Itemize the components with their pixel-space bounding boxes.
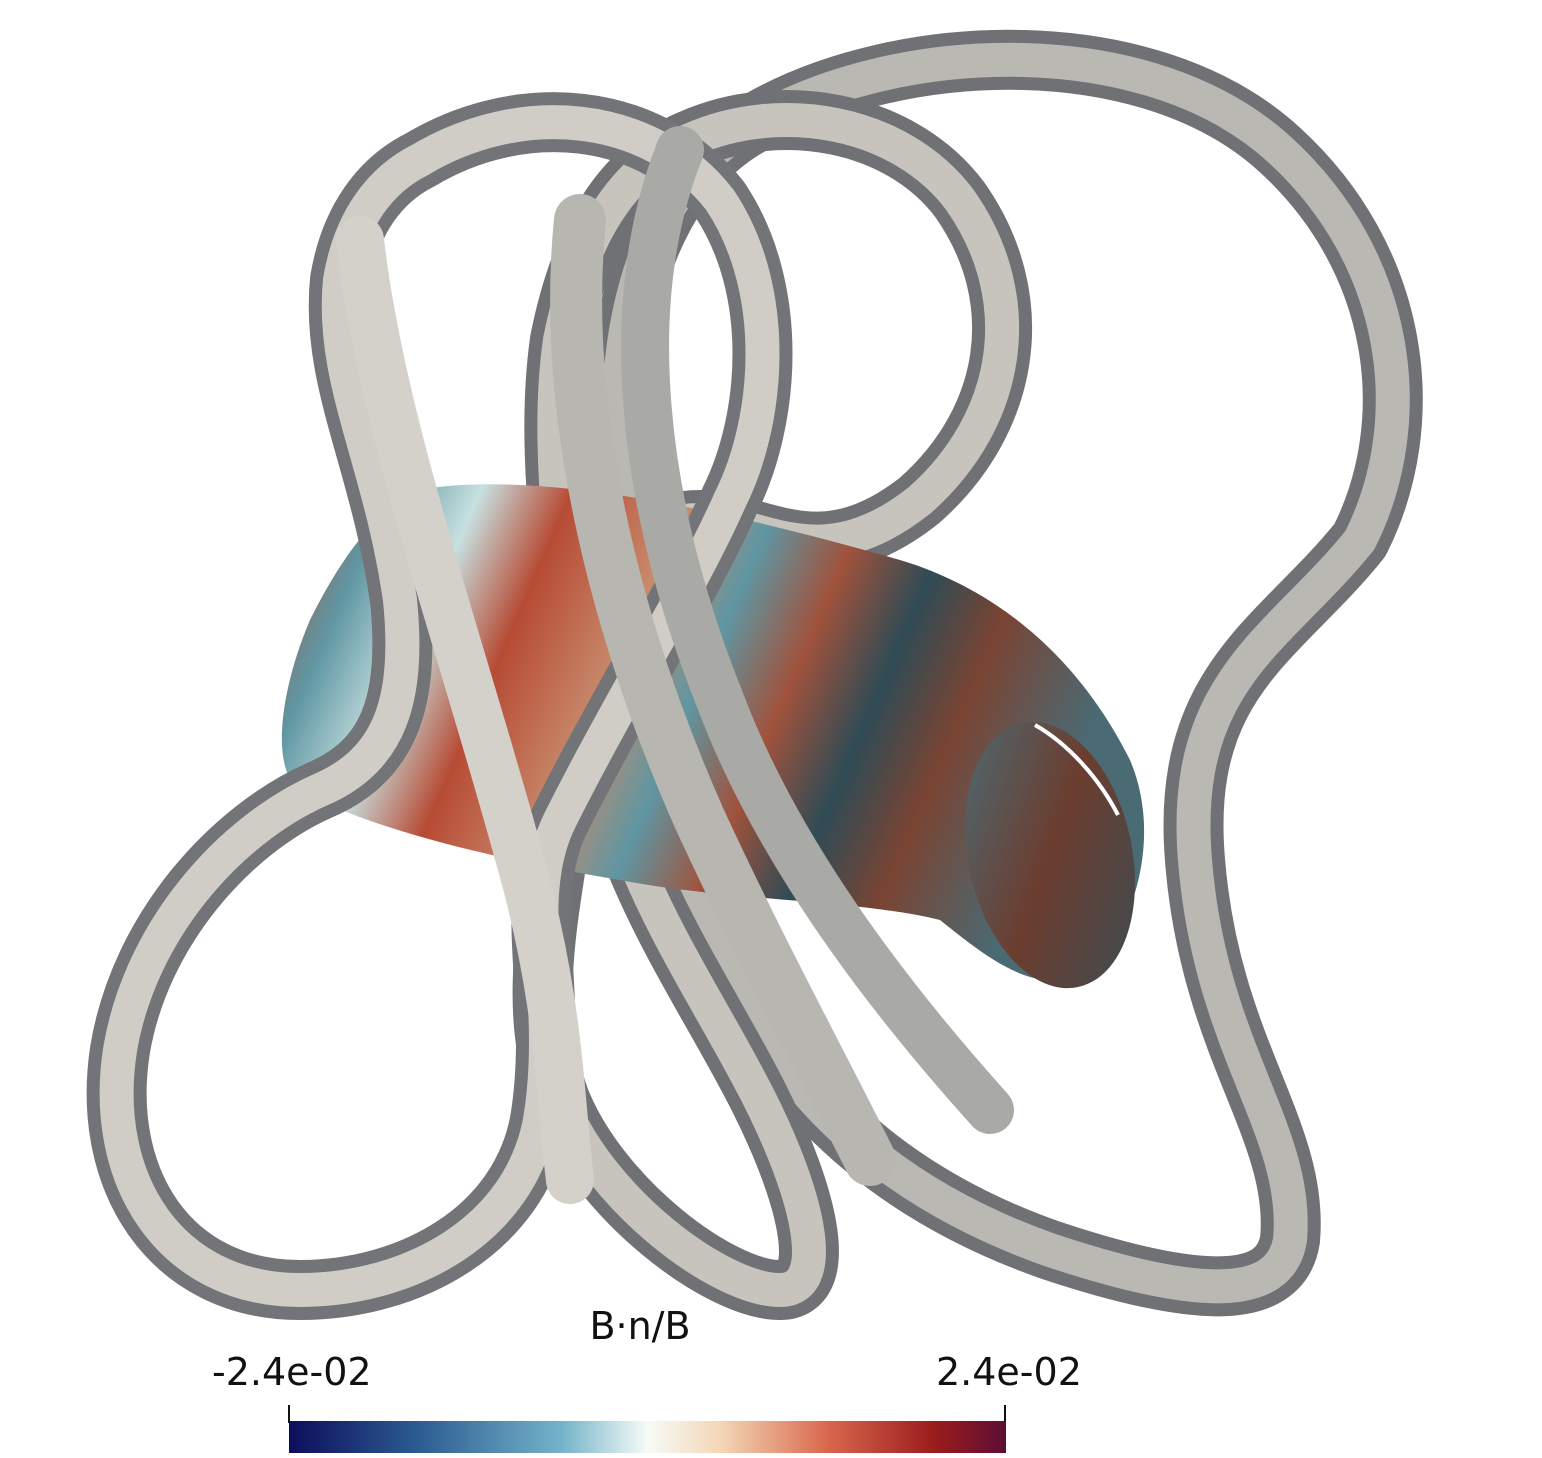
colorbar-min-label: -2.4e-02 [212,1350,372,1394]
colorbar [289,1421,1006,1453]
coil-front-strands [336,126,1014,1204]
colorbar-min-tick [288,1405,290,1423]
colorbar-max-tick [1004,1405,1006,1423]
colorbar-max-label: 2.4e-02 [936,1350,1082,1394]
coil-left [86,92,793,1320]
colorbar-title: B·n/B [589,1304,691,1348]
plasma-cross-section-cap [965,721,1135,989]
